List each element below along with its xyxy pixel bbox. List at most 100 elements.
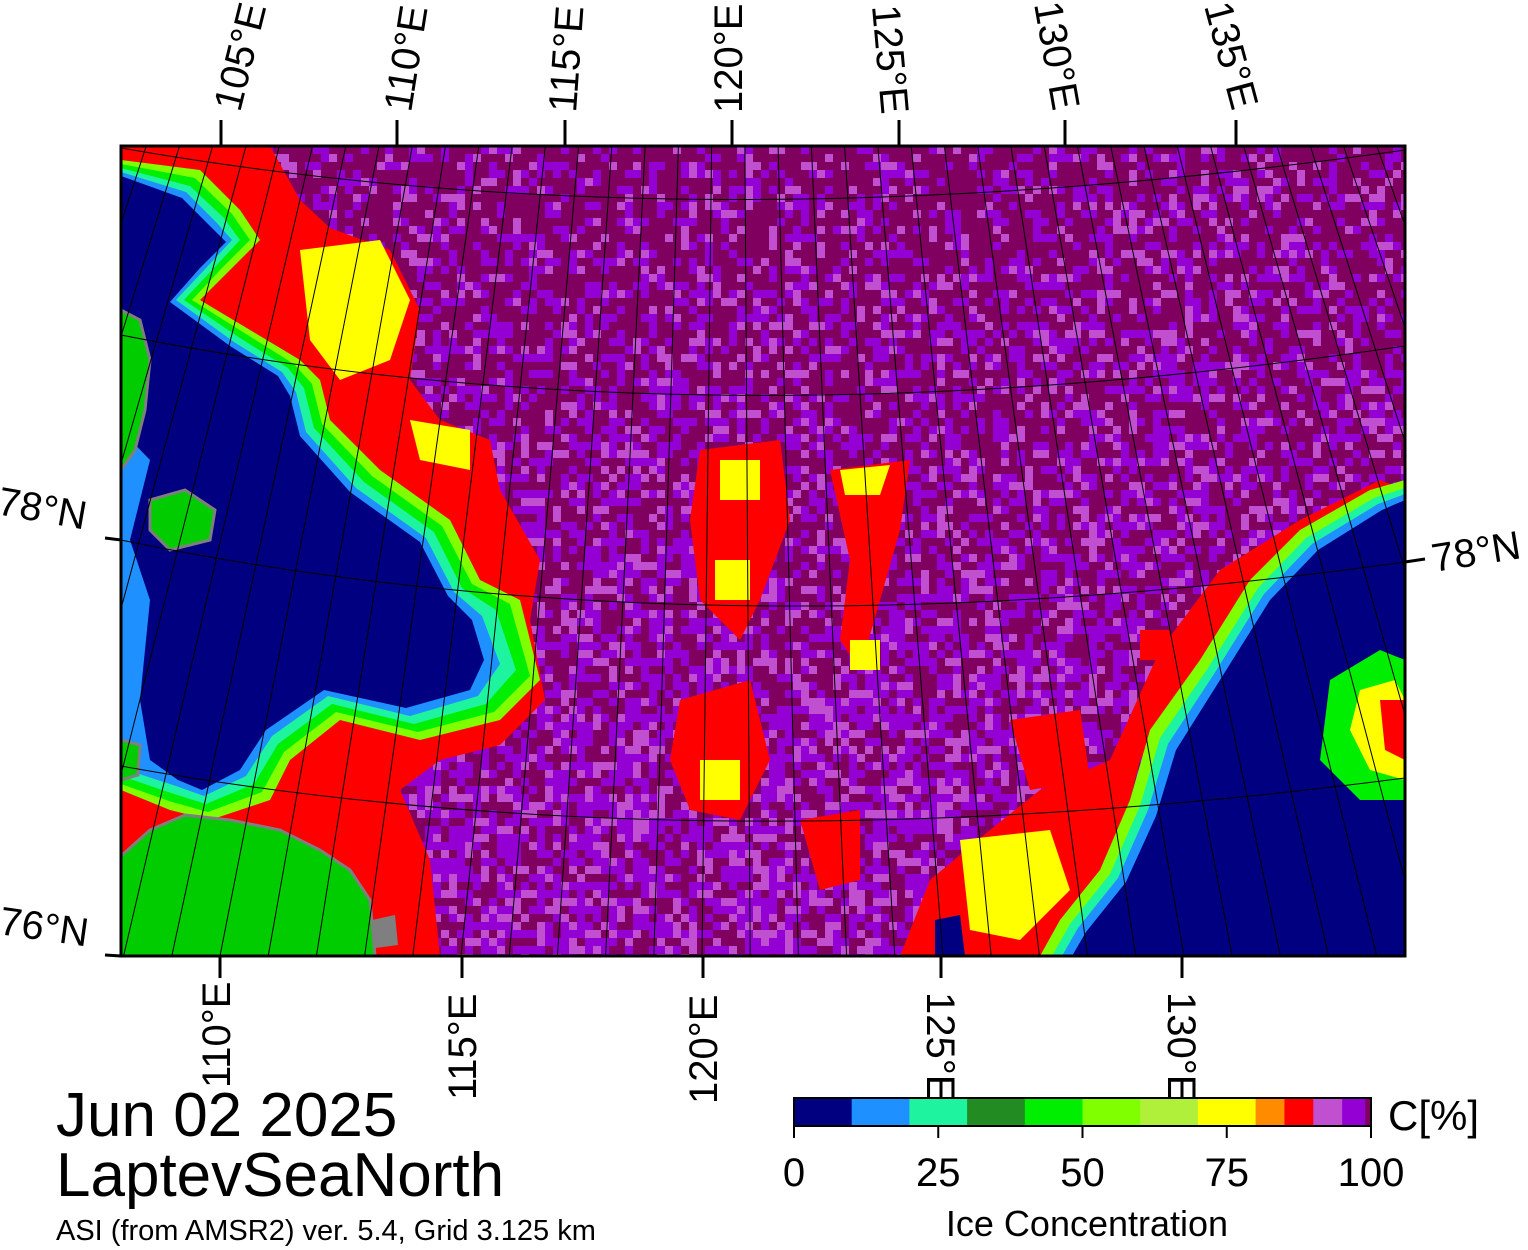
ice-pixel [977, 346, 985, 354]
ice-pixel [489, 226, 497, 234]
ice-pixel [1145, 610, 1153, 618]
ice-pixel [1065, 218, 1073, 226]
ice-pixel [1281, 426, 1289, 434]
ice-pixel [1249, 418, 1257, 426]
ice-pixel [1265, 194, 1273, 202]
ice-pixel [785, 322, 793, 330]
ice-pixel [1369, 170, 1377, 178]
ice-pixel [353, 202, 361, 210]
ice-pixel [1393, 418, 1401, 426]
ice-pixel [745, 338, 753, 346]
ice-pixel [745, 170, 753, 178]
ice-pixel [537, 610, 545, 618]
ice-pixel [1337, 482, 1345, 490]
ice-pixel [1097, 522, 1105, 530]
ice-pixel [1305, 498, 1313, 506]
ice-pixel [1225, 482, 1233, 490]
ice-pixel [1329, 306, 1337, 314]
ice-pixel [841, 538, 849, 546]
ice-pixel [601, 290, 609, 298]
ice-pixel [1009, 266, 1017, 274]
ice-pixel [753, 434, 761, 442]
ice-pixel [793, 282, 801, 290]
ice-pixel [1049, 330, 1057, 338]
ice-pixel [1313, 322, 1321, 330]
ice-pixel [529, 266, 537, 274]
ice-pixel [753, 194, 761, 202]
ice-pixel [993, 386, 1001, 394]
ice-pixel [361, 178, 369, 186]
ice-pixel [1065, 306, 1073, 314]
ice-pixel [1377, 410, 1385, 418]
ice-pixel [1145, 258, 1153, 266]
ice-pixel [393, 162, 401, 170]
ice-pixel [737, 354, 745, 362]
ice-pixel [505, 234, 513, 242]
ice-pixel [1097, 650, 1105, 658]
ice-pixel [865, 410, 873, 418]
ice-pixel [1017, 386, 1025, 394]
ice-pixel [945, 434, 953, 442]
ice-pixel [1129, 546, 1137, 554]
ice-pixel [481, 146, 489, 154]
ice-pixel [673, 322, 681, 330]
ice-pixel [737, 314, 745, 322]
ice-pixel [1177, 522, 1185, 530]
ice-pixel [713, 666, 721, 674]
ice-pixel [825, 626, 833, 634]
ice-pixel [657, 210, 665, 218]
ice-pixel [505, 250, 513, 258]
ice-pixel [881, 170, 889, 178]
ice-pixel [737, 290, 745, 298]
ice-pixel [569, 666, 577, 674]
ice-pixel [1345, 474, 1353, 482]
ice-pixel [601, 426, 609, 434]
ice-pixel [1041, 338, 1049, 346]
ice-pixel [657, 554, 665, 562]
ice-pixel [681, 418, 689, 426]
ice-pixel [1185, 330, 1193, 338]
ice-pixel [953, 434, 961, 442]
ice-pixel [585, 418, 593, 426]
ice-pixel [689, 554, 697, 562]
ice-pixel [1001, 642, 1009, 650]
ice-pixel [1057, 226, 1065, 234]
ice-pixel [609, 354, 617, 362]
ice-pixel [881, 162, 889, 170]
ice-pixel [641, 538, 649, 546]
ice-pixel [1273, 146, 1281, 154]
ice-pixel [889, 162, 897, 170]
ice-pixel [737, 226, 745, 234]
ice-pixel [689, 402, 697, 410]
ice-pixel [801, 298, 809, 306]
ice-pixel [473, 338, 481, 346]
ice-pixel [561, 234, 569, 242]
ice-pixel [1001, 450, 1009, 458]
ice-pixel [905, 394, 913, 402]
ice-pixel [881, 634, 889, 642]
ice-pixel [601, 522, 609, 530]
ice-pixel [697, 274, 705, 282]
ice-pixel [1041, 274, 1049, 282]
ice-pixel [569, 338, 577, 346]
ice-pixel [625, 346, 633, 354]
ice-pixel [1201, 394, 1209, 402]
ice-pixel [1233, 186, 1241, 194]
ice-pixel [881, 314, 889, 322]
ice-pixel [737, 186, 745, 194]
ice-pixel [1289, 250, 1297, 258]
ice-pixel [1089, 290, 1097, 298]
ice-pixel [537, 466, 545, 474]
ice-pixel [545, 674, 553, 682]
ice-pixel [1233, 250, 1241, 258]
ice-pixel [865, 210, 873, 218]
ice-pixel [1241, 474, 1249, 482]
ice-pixel [537, 554, 545, 562]
ice-pixel [961, 258, 969, 266]
ice-pixel [785, 314, 793, 322]
ice-pixel [1353, 354, 1361, 362]
ice-pixel [505, 154, 513, 162]
ice-pixel [921, 626, 929, 634]
ice-pixel [1321, 434, 1329, 442]
ice-pixel [601, 538, 609, 546]
